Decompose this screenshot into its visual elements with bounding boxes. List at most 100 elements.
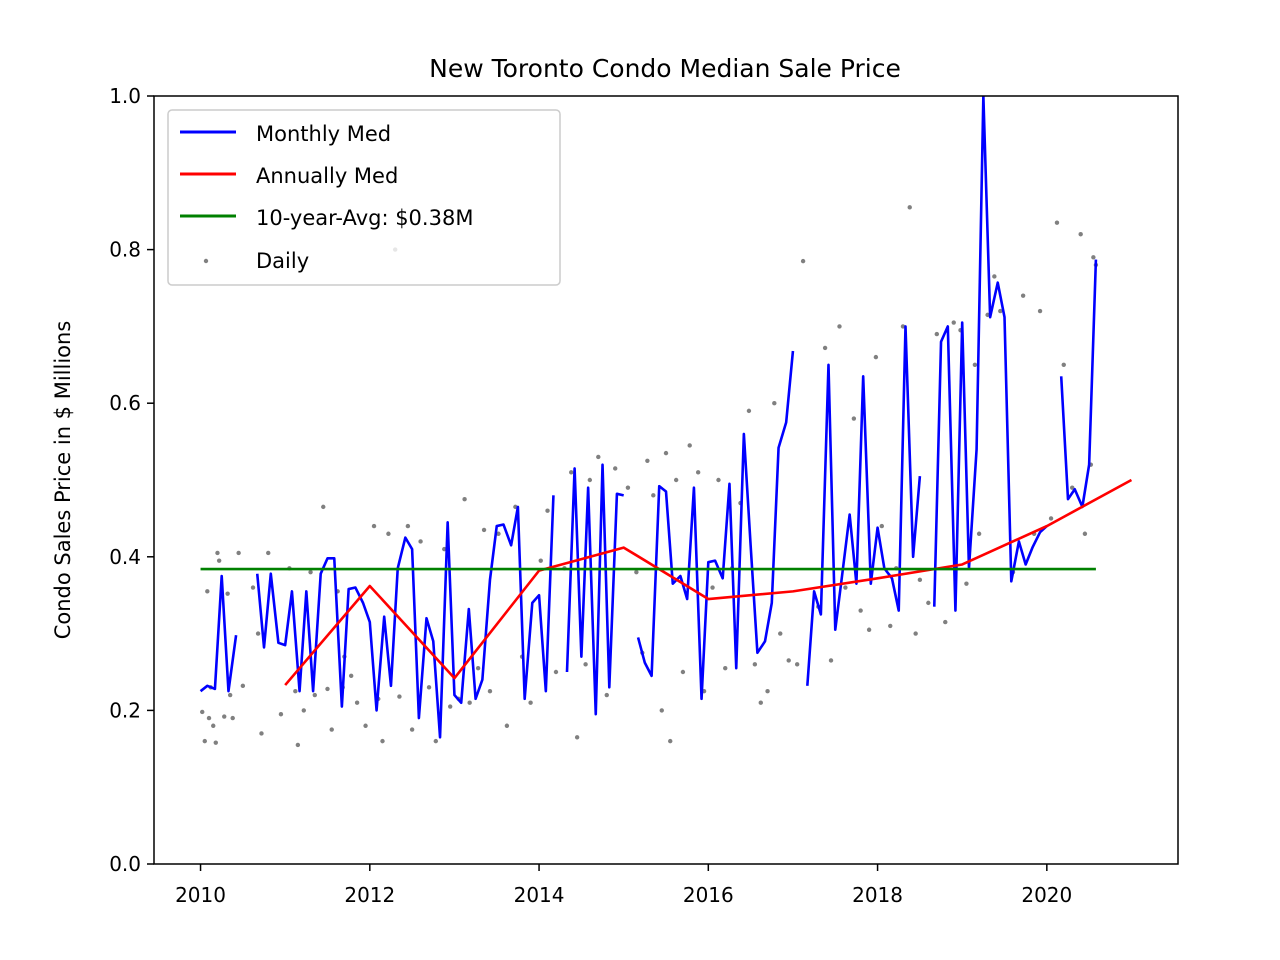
daily-point xyxy=(266,550,271,556)
daily-point xyxy=(972,362,978,367)
daily-point xyxy=(587,477,593,483)
daily-point xyxy=(673,477,679,483)
monthly-med-line xyxy=(636,350,795,701)
daily-point xyxy=(917,577,923,583)
daily-point xyxy=(851,416,857,421)
daily-point xyxy=(668,738,673,744)
daily-point xyxy=(433,738,439,744)
x-tick-label: 2020 xyxy=(1021,883,1072,907)
daily-point xyxy=(765,689,770,694)
daily-point xyxy=(794,662,800,667)
monthly-med-line xyxy=(932,96,1048,612)
daily-point xyxy=(752,662,758,667)
legend-label-monthly: Monthly Med xyxy=(256,122,391,146)
y-tick-label: 0.8 xyxy=(109,238,141,262)
daily-point xyxy=(321,504,326,510)
legend-label-daily: Daily xyxy=(256,249,309,273)
daily-point xyxy=(1091,255,1096,260)
daily-point xyxy=(545,508,550,513)
daily-point xyxy=(481,527,487,533)
daily-point xyxy=(363,723,368,728)
daily-point xyxy=(888,623,893,629)
plot-area xyxy=(153,95,1179,865)
daily-point xyxy=(659,708,664,713)
daily-point xyxy=(828,658,834,663)
daily-point xyxy=(604,692,609,698)
daily-point xyxy=(964,581,969,586)
y-axis-label: Condo Sales Price in $ Millions xyxy=(51,321,75,640)
annually-med-line xyxy=(284,478,1133,686)
daily-point xyxy=(663,450,669,456)
daily-point xyxy=(907,205,912,210)
daily-point xyxy=(858,608,863,613)
daily-point xyxy=(583,662,588,667)
daily-point xyxy=(613,466,618,471)
daily-point xyxy=(1020,293,1026,298)
daily-point xyxy=(448,704,453,709)
daily-point xyxy=(348,673,354,679)
legend-label-average: 10-year-Avg: $0.38M xyxy=(256,206,473,230)
monthly-med-line xyxy=(1059,259,1098,509)
daily-point xyxy=(1054,220,1060,225)
daily-point xyxy=(843,585,848,590)
daily-point xyxy=(230,715,235,721)
daily-point xyxy=(822,345,828,351)
daily-point xyxy=(837,324,842,329)
daily-point xyxy=(998,308,1003,314)
daily-point xyxy=(386,531,391,536)
daily-point xyxy=(569,470,574,475)
daily-point xyxy=(293,689,298,694)
daily-point xyxy=(710,585,715,590)
legend-label-annually: Annually Med xyxy=(256,164,398,188)
daily-point xyxy=(634,569,639,575)
series-layer xyxy=(199,96,1133,748)
daily-point xyxy=(202,738,207,744)
daily-point xyxy=(462,497,467,502)
daily-point xyxy=(227,692,233,698)
daily-point xyxy=(1070,485,1075,490)
daily-point xyxy=(255,631,261,636)
x-tick-label: 2018 xyxy=(852,883,903,907)
y-tick-label: 1.0 xyxy=(109,84,141,108)
x-axis: 2010 2012 2014 2016 2018 2020 xyxy=(175,864,1072,907)
daily-point xyxy=(926,600,931,606)
chart-title: New Toronto Condo Median Sale Price xyxy=(429,54,901,83)
daily-point xyxy=(538,558,543,563)
daily-point xyxy=(329,727,334,732)
daily-point xyxy=(772,401,777,406)
daily-point xyxy=(426,685,432,690)
x-tick-label: 2012 xyxy=(344,883,395,907)
legend-box xyxy=(167,109,561,286)
daily-point xyxy=(574,735,580,740)
daily-point xyxy=(496,531,501,536)
daily-point xyxy=(758,700,763,705)
daily-point xyxy=(680,669,686,675)
daily-point xyxy=(900,324,906,329)
daily-point xyxy=(687,443,692,448)
daily-point xyxy=(1061,362,1066,367)
daily-point xyxy=(380,738,385,744)
daily-point xyxy=(418,539,423,544)
daily-point xyxy=(475,665,481,671)
daily-point xyxy=(354,700,360,705)
daily-point xyxy=(866,627,872,632)
daily-point xyxy=(206,715,212,721)
monthly-med-line xyxy=(255,495,555,739)
daily-point xyxy=(645,458,650,463)
daily-point xyxy=(325,686,330,692)
daily-point xyxy=(278,712,284,717)
daily-point xyxy=(651,493,656,498)
daily-point xyxy=(800,258,806,264)
daily-point xyxy=(625,485,631,490)
daily-point xyxy=(913,631,918,636)
y-tick-label: 0.6 xyxy=(109,391,141,415)
daily-point xyxy=(1078,232,1083,237)
daily-point xyxy=(200,709,205,715)
daily-point xyxy=(976,531,982,536)
daily-point xyxy=(1037,308,1043,314)
daily-point xyxy=(216,558,222,563)
daily-point xyxy=(778,631,783,636)
daily-point xyxy=(1082,531,1088,536)
daily-point xyxy=(205,589,210,594)
y-tick-label: 0.2 xyxy=(109,698,141,722)
